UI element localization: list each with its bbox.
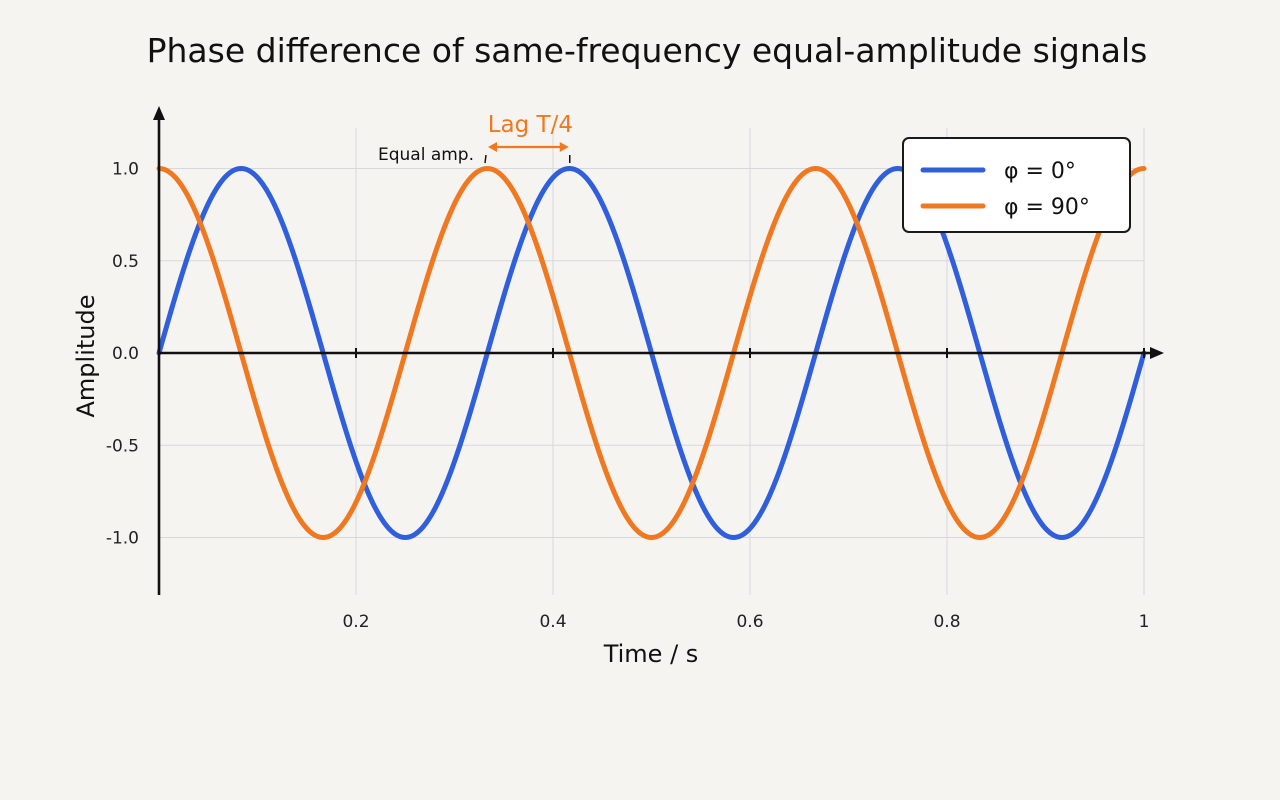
y-tick-label-0: 1.0 bbox=[112, 160, 139, 180]
y-tick-label-2: 0.0 bbox=[112, 344, 139, 364]
y-tick-label-3: -0.5 bbox=[106, 436, 139, 456]
annotation-equal-amp: Equal amp. bbox=[378, 145, 474, 165]
lag-arrow-head-left bbox=[488, 142, 498, 152]
chart-title: Phase difference of same-frequency equal… bbox=[147, 31, 1148, 70]
legend-label-1: φ = 90° bbox=[1004, 195, 1090, 220]
lag-marker-left bbox=[484, 154, 487, 164]
x-axis-label: Time / s bbox=[603, 640, 699, 668]
series-line-1 bbox=[156, 166, 1147, 540]
x-tick-label-2: 0.6 bbox=[736, 612, 763, 632]
y-axis-arrow bbox=[153, 106, 165, 120]
x-axis-arrow bbox=[1150, 347, 1164, 359]
x-tick-label-0: 0.2 bbox=[342, 612, 369, 632]
y-tick-label-4: -1.0 bbox=[106, 529, 139, 549]
annotations: Equal amp. Lag T/4 bbox=[378, 112, 573, 165]
lag-arrow-head-right bbox=[559, 142, 569, 152]
x-tick-label-1: 0.4 bbox=[539, 612, 566, 632]
x-tick-label-4: 1 bbox=[1139, 612, 1150, 632]
x-tick-label-3: 0.8 bbox=[933, 612, 960, 632]
axes bbox=[153, 106, 1164, 595]
y-axis-label: Amplitude bbox=[72, 295, 100, 418]
legend-label-0: φ = 0° bbox=[1004, 159, 1076, 184]
annotation-lag: Lag T/4 bbox=[488, 112, 573, 138]
y-tick-label-1: 0.5 bbox=[112, 252, 139, 272]
tick-labels: 0.2 0.4 0.6 0.8 1 1.0 0.5 0.0 -0.5 -1.0 bbox=[106, 160, 1150, 633]
legend: φ = 0° φ = 90° bbox=[902, 137, 1131, 233]
